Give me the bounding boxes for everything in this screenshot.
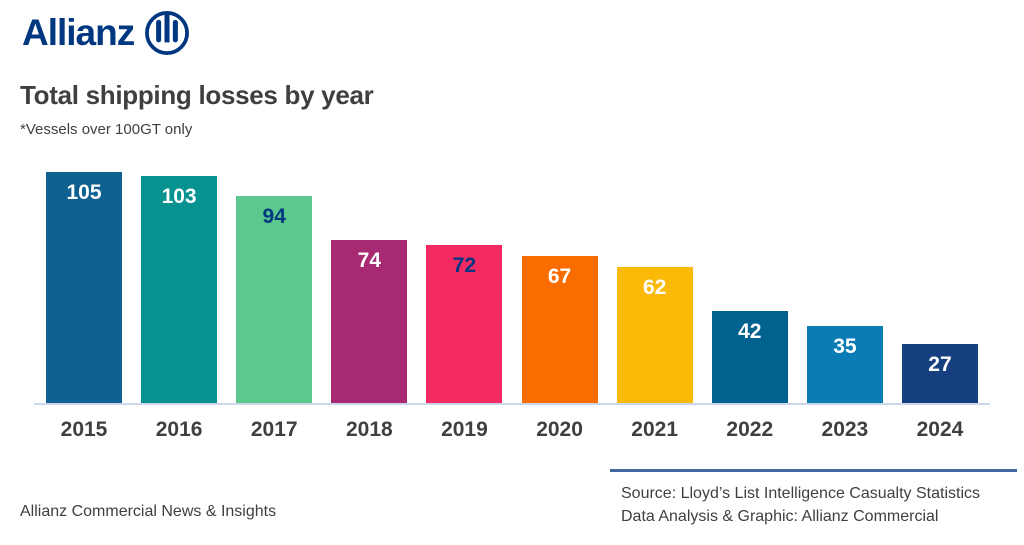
bar-2024: 27 <box>901 343 978 403</box>
bar-value-label-2018: 74 <box>357 249 381 273</box>
bar-value-label-2022: 42 <box>738 319 762 343</box>
source-line: Source: Lloyd’s List Intelligence Casual… <box>621 485 980 502</box>
bar-value-label-2017: 94 <box>262 205 286 229</box>
bar-2021: 62 <box>616 266 693 403</box>
bar-value-label-2019: 72 <box>452 253 477 277</box>
footer-brand-text: Allianz Commercial News & Insights <box>20 503 277 520</box>
source-block: Source: Lloyd’s List Intelligence Casual… <box>610 469 1017 528</box>
year-labels-row: 2015 2016 2017 2018 2019 2020 2021 2022 2023 2024 <box>34 418 990 442</box>
credit-line: Data Analysis & Graphic: Allianz Commerc… <box>621 508 939 526</box>
x-axis-label-2017: 2017 <box>250 418 298 441</box>
bar-chart: 105 103 94 74 72 67 62 42 35 27 2015 2016 2017 2018 2… <box>34 172 990 442</box>
bar-2019: 72 <box>426 244 503 403</box>
allianz-emblem-icon <box>145 11 190 55</box>
bar-2020: 67 <box>521 255 598 403</box>
x-axis-label-2019: 2019 <box>441 418 488 441</box>
x-axis-label-2018: 2018 <box>345 418 393 441</box>
bar-2017: 94 <box>236 196 313 403</box>
x-axis-label-2021: 2021 <box>631 418 679 441</box>
bars-row: 105 103 94 74 72 67 62 42 35 27 <box>34 172 990 405</box>
x-axis-label-2016: 2016 <box>155 418 203 441</box>
bar-2023: 35 <box>806 326 883 403</box>
x-axis-label-2020: 2020 <box>536 418 583 441</box>
bar-value-label-2021: 62 <box>642 275 667 299</box>
bar-value-label-2023: 35 <box>833 335 857 359</box>
x-axis-label-2022: 2022 <box>726 418 774 441</box>
bar-2016: 103 <box>141 176 218 403</box>
bar-value-label-2020: 67 <box>547 264 572 288</box>
x-axis-label-2023: 2023 <box>821 418 869 441</box>
bar-value-label-2016: 103 <box>161 185 197 209</box>
chart-footnote: *Vessels over 100GT only <box>20 121 193 138</box>
allianz-wordmark: Allianz <box>22 12 135 53</box>
x-axis-label-2024: 2024 <box>916 418 964 441</box>
bar-2015: 105 <box>46 172 122 403</box>
allianz-logo: Allianz <box>22 10 190 56</box>
bar-value-label-2015: 105 <box>66 181 102 204</box>
bar-2018: 74 <box>331 240 408 403</box>
bar-2022: 42 <box>711 310 788 403</box>
page-title: Total shipping losses by year <box>20 80 374 110</box>
x-axis-label-2015: 2015 <box>60 418 108 441</box>
bar-value-label-2024: 27 <box>928 352 952 376</box>
